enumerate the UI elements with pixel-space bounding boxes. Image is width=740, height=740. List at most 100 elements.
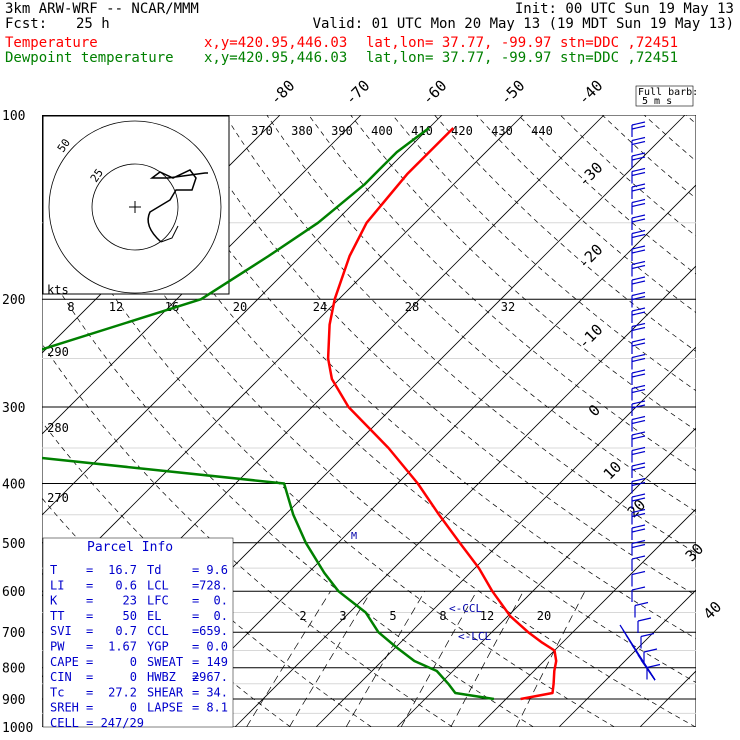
theta-label-390: 390 [331, 124, 353, 138]
isotherm-label--30: -30 [575, 159, 607, 191]
ccl-marker: <-CCL [449, 602, 482, 615]
parcel-value: 2967. [192, 670, 228, 684]
wind-barb-flag [631, 481, 646, 487]
wind-barb-flag [631, 167, 646, 173]
dry-adiabat-480 [728, 115, 740, 727]
dew-legend-stn: stn=DDC ,72451 [560, 50, 679, 66]
parcel-value: 16.7 [108, 563, 137, 577]
parcel-title: Parcel Info [87, 540, 173, 555]
hodograph-box [42, 115, 230, 295]
parcel-key: PW [50, 640, 65, 654]
wind-barb-flag [631, 260, 646, 266]
parcel-value: 27.2 [108, 685, 137, 699]
freezing-marker: M [351, 531, 357, 542]
dry-adiabat-350 [182, 115, 696, 596]
lcl-marker: <-LCL [458, 630, 491, 643]
wind-barb-flag [631, 435, 646, 440]
isotherm-label-40: 40 [700, 598, 726, 624]
parcel-cell: CELL = 247/29 [50, 716, 144, 730]
mixing-ratio-label-8: 8 [439, 609, 446, 623]
isotherm--10 [234, 265, 696, 727]
dew-legend-latlon: lat,lon= 37.77, -99.97 [366, 50, 552, 66]
pressure-label-500: 500 [2, 537, 25, 552]
mixing-ratio-line-8 [400, 591, 478, 727]
dry-adiabat-290 [42, 343, 453, 727]
hodograph-ring-label-50: 50 [55, 136, 73, 154]
parcel-value: 0. [214, 594, 228, 608]
theta-label-280: 280 [47, 421, 69, 435]
parcel-eq: = [86, 594, 93, 608]
parcel-key: YGP [147, 640, 169, 654]
isotherm-label-0: 0 [585, 401, 604, 420]
parcel-value: 0.7 [115, 624, 137, 638]
mixing-ratio-line-5 [345, 591, 426, 727]
dry-adiabat-440 [559, 115, 696, 237]
isotherm-label--40: -40 [575, 77, 607, 109]
wind-barb-flag [631, 136, 646, 142]
parcel-eq: = [192, 594, 199, 608]
wind-barb-flag [631, 431, 646, 436]
wind-barb-flag [631, 508, 646, 514]
parcel-eq: = [86, 685, 93, 699]
parcel-key: LFC [147, 594, 169, 608]
barb-key-title: Full barb: [638, 87, 698, 98]
isotherm--70 [42, 115, 362, 435]
mixing-ratio-label-3: 3 [339, 609, 346, 623]
series-line-temperature [326, 127, 558, 701]
pressure-label-400: 400 [2, 477, 25, 492]
parcel-eq: = [192, 563, 199, 577]
wind-barb-flag [631, 249, 646, 254]
dry-adiabat-430 [518, 115, 696, 275]
parcel-eq: = [192, 578, 199, 592]
isotherm-10 [396, 427, 696, 727]
parcel-key: LI [50, 578, 64, 592]
parcel-eq: = [86, 670, 93, 684]
parcel-key: LAPSE [147, 701, 183, 715]
dry-adiabat-300 [42, 261, 534, 727]
parcel-box [42, 537, 234, 728]
wind-barb-flag [631, 419, 646, 425]
hodograph-unit: kts [47, 283, 69, 297]
wind-barb-flag [631, 125, 646, 130]
dry-adiabat-420 [476, 115, 696, 314]
temp-legend-label: Temperature [5, 35, 98, 51]
pressure-label-100: 100 [2, 109, 25, 124]
pressure-label-800: 800 [2, 662, 25, 677]
wind-barb-flag [631, 524, 646, 529]
wind-barb-flag [631, 218, 646, 223]
parcel-key: HWBZ [147, 670, 176, 684]
parcel-key: CAPE [50, 655, 79, 669]
parcel-value: 0. [214, 609, 228, 623]
theta-label-410: 410 [411, 124, 433, 138]
pressure-label-200: 200 [2, 293, 25, 308]
parcel-key: T [50, 563, 57, 577]
fcst-value: 25 h [76, 16, 110, 32]
parcel-key: SREH [50, 701, 79, 715]
wind-barb-flag [631, 462, 646, 467]
wind-barb-flag [631, 121, 646, 126]
isotherm-label--50: -50 [497, 77, 529, 109]
series-line-dewpoint [42, 126, 495, 701]
parcel-eq: = [86, 640, 93, 654]
mixing-ratio-label-12: 12 [480, 609, 494, 623]
fcst-label: Fcst: [5, 16, 48, 32]
parcel-key: LCL [147, 578, 169, 592]
mixing-ratio-line-12 [450, 591, 524, 727]
wind-barb-flag [631, 214, 646, 219]
speed-tick-24: 24 [313, 300, 327, 314]
parcel-key: CCL [147, 624, 169, 638]
parcel-key: SHEAR [147, 685, 184, 699]
wind-barb-flag [631, 202, 646, 208]
parcel-eq: = [192, 670, 199, 684]
parcel-key: Td [147, 563, 161, 577]
isotherm--20 [153, 184, 696, 727]
parcel-key: Tc [50, 685, 64, 699]
parcel-eq: = [86, 655, 93, 669]
dry-adiabat-310 [42, 174, 615, 727]
theta-label-400: 400 [371, 124, 393, 138]
wind-barb-flag [631, 477, 646, 483]
wind-barb-flag [631, 311, 646, 316]
parcel-eq: = [86, 563, 93, 577]
dry-adiabat-380 [308, 115, 696, 472]
